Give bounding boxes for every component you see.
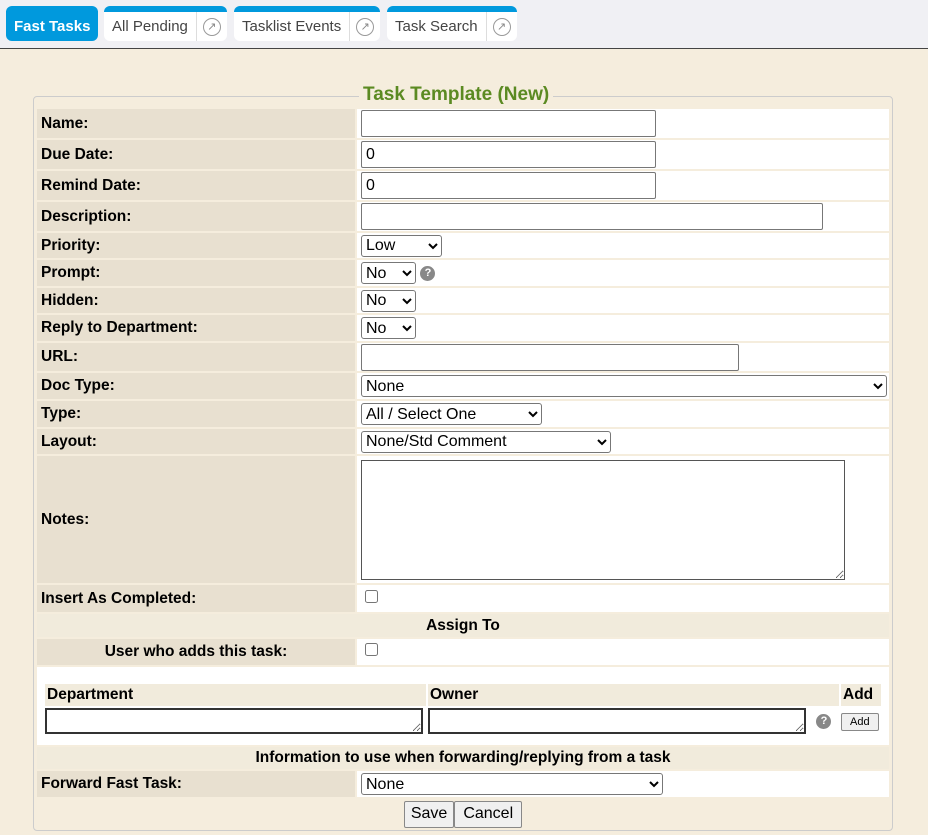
forwarding-heading: Information to use when forwarding/reply… (37, 747, 889, 769)
assignment-table: Department Owner Add ? Add (43, 682, 883, 736)
save-button[interactable]: Save (403, 800, 455, 828)
remind-date-label: Remind Date: (37, 171, 355, 200)
popout-arrow-icon: ↗ (202, 17, 221, 36)
task-form: Name: Due Date: Remind Date: Description… (35, 107, 891, 831)
popout-arrow-icon: ↗ (492, 17, 511, 36)
insert-completed-checkbox[interactable] (365, 589, 378, 603)
owner-input[interactable] (428, 708, 806, 734)
layout-select[interactable]: None/Std Comment (361, 430, 611, 453)
description-label: Description: (37, 202, 355, 231)
notes-label: Notes: (37, 456, 355, 583)
url-label: URL: (37, 343, 355, 371)
doc-type-label: Doc Type: (37, 373, 355, 399)
cancel-button[interactable]: Cancel (454, 800, 523, 828)
due-date-input[interactable] (361, 141, 656, 168)
prompt-label: Prompt: (37, 260, 355, 286)
description-input[interactable] (361, 203, 823, 230)
reply-department-select[interactable]: No (361, 317, 416, 339)
forward-fast-task-label: Forward Fast Task: (37, 771, 355, 797)
url-input[interactable] (361, 343, 739, 371)
type-select[interactable]: All / Select One (361, 403, 542, 425)
department-input[interactable] (45, 708, 423, 734)
tab-task-search[interactable]: Task Search ↗ (387, 6, 517, 41)
doc-type-select[interactable]: None (361, 375, 887, 397)
prompt-select[interactable]: No (361, 262, 416, 284)
popout-button[interactable]: ↗ (195, 12, 227, 41)
add-assignment-button[interactable]: Add (841, 712, 879, 731)
tab-all-pending[interactable]: All Pending ↗ (104, 6, 227, 41)
tab-tasklist-events[interactable]: Tasklist Events ↗ (234, 6, 381, 41)
help-icon[interactable]: ? (420, 265, 436, 281)
name-label: Name: (37, 109, 355, 138)
remind-date-input[interactable] (361, 172, 656, 199)
layout-label: Layout: (37, 429, 355, 454)
owner-header: Owner (428, 684, 839, 706)
hidden-select[interactable]: No (361, 289, 416, 312)
priority-select[interactable]: Low (361, 234, 442, 257)
assign-to-heading: Assign To (37, 614, 889, 637)
due-date-label: Due Date: (37, 140, 355, 169)
help-icon[interactable]: ? (816, 713, 832, 729)
popout-button[interactable]: ↗ (349, 12, 380, 41)
notes-textarea[interactable] (361, 459, 845, 580)
tab-fast-tasks[interactable]: Fast Tasks (6, 6, 99, 41)
forward-fast-task-select[interactable]: None (361, 773, 663, 795)
type-label: Type: (37, 401, 355, 427)
page-title: Task Template (New) (359, 84, 554, 106)
popout-arrow-icon: ↗ (356, 17, 375, 36)
hidden-label: Hidden: (37, 288, 355, 313)
insert-completed-label: Insert As Completed: (37, 585, 355, 612)
popout-button[interactable]: ↗ (485, 12, 517, 41)
reply-department-label: Reply to Department: (37, 315, 355, 341)
add-header: Add (841, 684, 881, 706)
user-adds-label: User who adds this task: (37, 639, 355, 665)
user-adds-checkbox[interactable] (365, 643, 378, 656)
priority-label: Priority: (37, 233, 355, 258)
name-input[interactable] (361, 110, 656, 137)
tab-bar: Fast Tasks All Pending ↗ Tasklist Events ↗… (0, 0, 928, 49)
department-header: Department (45, 684, 426, 706)
